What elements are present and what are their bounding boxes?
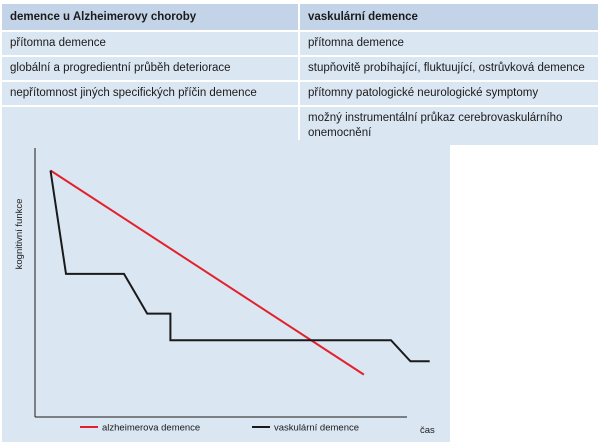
x-axis-label: čas [420,425,435,436]
header-alzheimer: demence u Alzheimerovy choroby [2,4,298,32]
chart-svg: kognitivní funkce čas alzheimerova demen… [14,148,435,436]
legend-item-0: alzheimerova demence [80,423,200,434]
chart-panel: kognitivní funkce čas alzheimerova demen… [2,140,450,442]
table-header-row: demence u Alzheimerovy choroby vaskulárn… [2,4,598,32]
table-cell: přítomna demence [2,32,298,57]
comparison-table: demence u Alzheimerovy choroby vaskulárn… [2,4,598,147]
legend: alzheimerova demence vaskulární demence [80,423,359,434]
table-cell: globální a progredientní průběh deterior… [2,57,298,82]
series-layer [49,169,430,376]
y-axis-label: kognitivní funkce [14,199,25,270]
legend-item-1: vaskulární demence [252,423,359,434]
table-row: globální a progredientní průběh deterior… [2,57,598,82]
table-row: nepřítomnost jiných specifických příčin … [2,82,598,107]
table-cell: nepřítomnost jiných specifických příčin … [2,82,298,107]
series-line-1 [49,170,430,363]
table-cell: přítomna demence [298,32,598,57]
legend-label: vaskulární demence [274,423,359,434]
header-vascular: vaskulární demence [298,4,598,32]
table-cell: přítomny patologické neurologické sympto… [298,82,598,107]
series-line-0 [49,169,365,376]
legend-label: alzheimerova demence [102,423,200,434]
table-cell: stupňovitě probíhající, fluktuující, ost… [298,57,598,82]
table-row: přítomna demence přítomna demence [2,32,598,57]
